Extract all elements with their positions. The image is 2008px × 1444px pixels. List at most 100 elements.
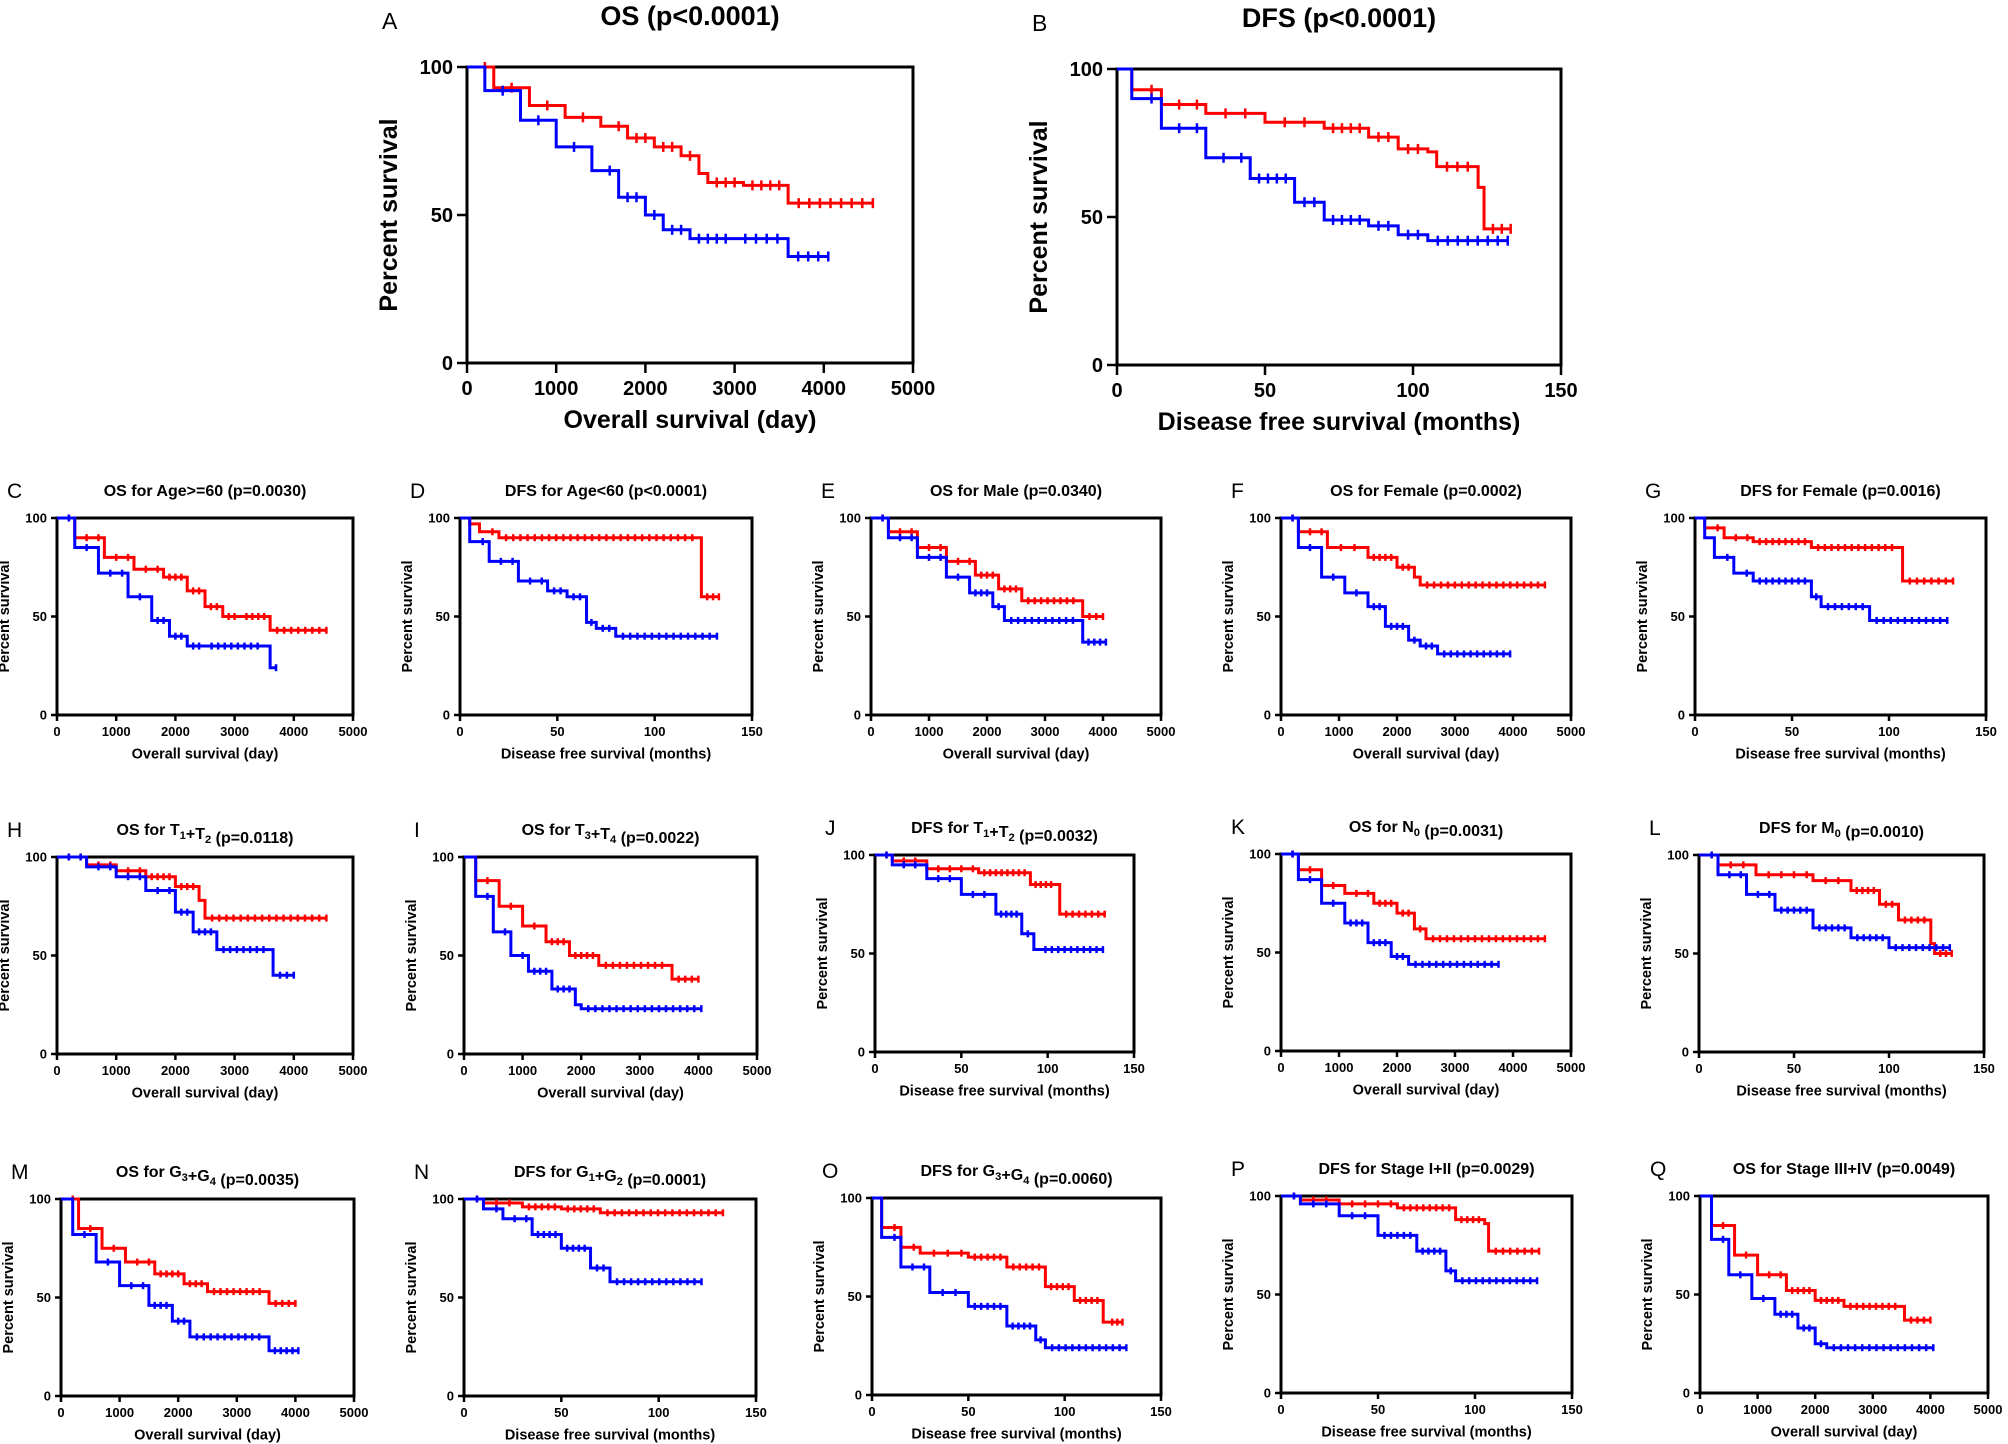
y-tick-label: 50 xyxy=(33,609,47,624)
x-tick-label: 4000 xyxy=(281,1405,310,1420)
y-tick-label: 0 xyxy=(1678,708,1685,723)
x-axis-label: Disease free survival (months) xyxy=(1321,1425,1532,1441)
y-tick-label: 0 xyxy=(443,708,450,723)
panel-letter: G xyxy=(1645,480,1661,503)
y-axis-label: Percent survival xyxy=(0,899,13,1011)
blue-censor-marks xyxy=(1721,1235,1935,1352)
x-tick-label: 150 xyxy=(1544,380,1577,402)
x-tick-label: 100 xyxy=(1464,1402,1486,1417)
red-survival-curve xyxy=(1700,1194,1931,1322)
x-tick-label: 0 xyxy=(461,378,472,400)
panel-letter: Q xyxy=(1650,1158,1666,1181)
x-tick-label: 5000 xyxy=(1147,724,1176,739)
y-axis-label: Percent survival xyxy=(1,1241,17,1353)
blue-survival-curve xyxy=(61,1197,299,1353)
y-tick-label: 100 xyxy=(420,57,453,79)
blue-survival-curve xyxy=(871,516,1106,644)
x-tick-label: 2000 xyxy=(973,724,1002,739)
red-censor-marks xyxy=(1150,84,1512,234)
x-tick-label: 0 xyxy=(1277,1060,1284,1075)
plot-frame xyxy=(59,1197,356,1398)
x-tick-label: 100 xyxy=(1878,1061,1900,1076)
y-tick-label: 50 xyxy=(1676,1287,1690,1302)
x-tick-label: 5000 xyxy=(1557,724,1586,739)
plot-frame xyxy=(1279,1194,1574,1395)
blue-survival-curve xyxy=(57,855,294,977)
y-tick-label: 0 xyxy=(1264,708,1271,723)
blue-survival-curve xyxy=(872,1196,1127,1350)
blue-censor-marks xyxy=(1726,553,1949,624)
plot-frame xyxy=(55,516,355,717)
y-tick-label: 100 xyxy=(1249,511,1271,526)
y-axis-label: Percent survival xyxy=(1221,896,1237,1008)
plot-frame xyxy=(55,855,355,1056)
x-axis-label: Disease free survival (months) xyxy=(505,1428,716,1444)
x-tick-label: 150 xyxy=(745,1405,767,1420)
red-survival-curve xyxy=(57,516,327,632)
x-tick-label: 150 xyxy=(741,724,763,739)
x-tick-label: 1000 xyxy=(1325,1060,1354,1075)
panel-title: DFS (p<0.0001) xyxy=(1242,3,1436,33)
blue-censor-marks xyxy=(67,514,278,672)
red-censor-marks xyxy=(1721,1222,1932,1324)
y-tick-label: 100 xyxy=(1249,1189,1271,1204)
y-axis-label: Percent survival xyxy=(0,560,13,672)
red-survival-curve xyxy=(1281,516,1545,587)
y-tick-label: 50 xyxy=(1257,1287,1271,1302)
y-tick-label: 50 xyxy=(1671,609,1685,624)
x-tick-label: 3000 xyxy=(220,1063,249,1078)
red-censor-marks xyxy=(67,853,328,922)
x-tick-label: 3000 xyxy=(1441,1060,1470,1075)
x-axis-label: Disease free survival (months) xyxy=(1735,747,1946,763)
red-survival-curve xyxy=(1281,1194,1540,1253)
blue-censor-marks xyxy=(1150,93,1509,246)
plot-frame xyxy=(462,1197,758,1398)
panel-title: DFS for Female (p=0.0016) xyxy=(1740,483,1941,500)
x-tick-label: 0 xyxy=(1277,724,1284,739)
panel-title: OS for Age>=60 (p=0.0030) xyxy=(104,483,307,500)
y-tick-label: 0 xyxy=(858,1045,865,1060)
y-axis-label: Percent survival xyxy=(1640,1238,1656,1350)
x-axis-label: Disease free survival (months) xyxy=(501,747,712,763)
blue-censor-marks xyxy=(83,1230,300,1355)
x-tick-label: 100 xyxy=(1054,1404,1076,1419)
x-tick-label: 50 xyxy=(954,1061,968,1076)
plot-frame xyxy=(1115,67,1563,367)
y-axis-label: Percent survival xyxy=(1025,120,1053,313)
y-axis-label: Percent survival xyxy=(1221,1238,1237,1350)
panel-title: DFS for Stage I+II (p=0.0029) xyxy=(1318,1161,1534,1178)
x-tick-label: 0 xyxy=(53,1063,60,1078)
x-tick-label: 2000 xyxy=(567,1063,596,1078)
x-tick-label: 4000 xyxy=(1499,1060,1528,1075)
panel-letter: O xyxy=(822,1160,838,1183)
blue-censor-marks xyxy=(486,892,703,1013)
y-axis-label: Percent survival xyxy=(404,1241,420,1353)
x-tick-label: 5000 xyxy=(1557,1060,1586,1075)
y-axis-label: Percent survival xyxy=(400,560,416,672)
y-tick-label: 100 xyxy=(843,848,865,863)
blue-censor-marks xyxy=(881,514,1108,646)
y-tick-label: 50 xyxy=(33,948,47,963)
red-survival-curve xyxy=(1699,853,1952,955)
y-tick-label: 50 xyxy=(847,609,861,624)
y-tick-label: 50 xyxy=(1675,946,1689,961)
blue-survival-curve xyxy=(57,516,277,670)
y-tick-label: 50 xyxy=(440,948,454,963)
y-axis-label: Percent survival xyxy=(1635,560,1651,672)
red-censor-marks xyxy=(893,1224,1124,1326)
red-censor-marks xyxy=(486,877,700,983)
panel-e: 0 1000 2000 3000 4000 5000 0 50 100 Overall survi… xyxy=(811,480,1175,763)
x-tick-label: 0 xyxy=(57,1405,64,1420)
x-tick-label: 4000 xyxy=(802,378,847,400)
x-axis-label: Disease free survival (months) xyxy=(1158,408,1521,436)
panel-letter: M xyxy=(11,1161,29,1184)
y-tick-label: 100 xyxy=(1249,847,1271,862)
x-tick-label: 1000 xyxy=(1743,1402,1772,1417)
blue-survival-curve xyxy=(875,853,1103,952)
panel-title: DFS for G3+G4 (p=0.0060) xyxy=(920,1163,1112,1188)
y-axis-label: Percent survival xyxy=(812,1240,828,1352)
red-censor-marks xyxy=(67,514,328,634)
x-tick-label: 100 xyxy=(648,1405,670,1420)
x-tick-label: 50 xyxy=(554,1405,568,1420)
plot-frame xyxy=(1279,516,1573,717)
